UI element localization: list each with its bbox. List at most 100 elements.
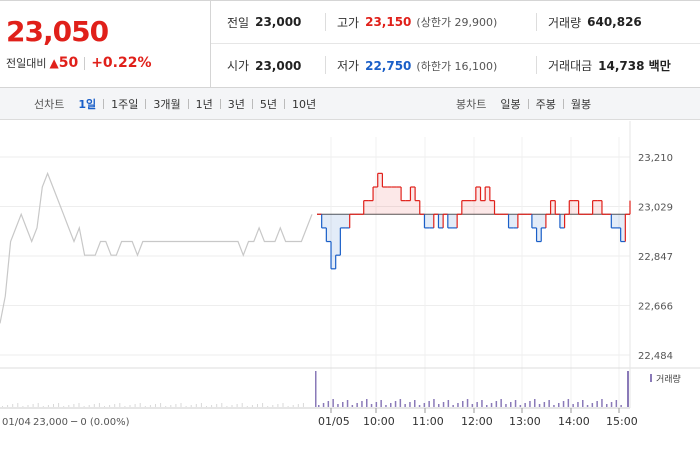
candle-monthly[interactable]: 월봉: [570, 98, 592, 111]
volume-bar: [462, 401, 464, 407]
volume-bar: [190, 405, 192, 407]
volume-panel: 거래량: [2, 371, 681, 407]
divider: [284, 99, 286, 109]
candle-daily[interactable]: 일봉: [500, 98, 521, 111]
divider: [187, 99, 189, 109]
area-segment: [471, 200, 476, 215]
period-1d[interactable]: 1일: [78, 98, 97, 111]
trade-amount-label: 거래대금: [548, 59, 593, 73]
volume-bar: [73, 404, 75, 407]
volume-bar: [315, 371, 317, 407]
prev-close-label: 전일: [227, 15, 250, 30]
volume-bar: [98, 403, 100, 407]
volume-bar: [68, 405, 70, 407]
area-segment: [620, 214, 626, 242]
volume-bar: [375, 402, 378, 407]
period-10y[interactable]: 10년: [292, 98, 317, 111]
area-segment: [559, 214, 565, 228]
volume-bar: [433, 399, 435, 407]
divider: [536, 13, 537, 31]
volume-bar: [267, 406, 269, 407]
volume-bar: [241, 403, 243, 407]
area-segment: [373, 187, 378, 215]
volume-bar: [342, 402, 344, 407]
chart-svg[interactable]: 23,210 23,029 22,847 22,666 22,484 거래량 01/04…: [0, 121, 700, 450]
volume-bar: [297, 404, 299, 407]
prev-close-value: 23,000: [255, 15, 302, 29]
volume-bar: [231, 405, 233, 407]
volume-bar: [548, 400, 550, 407]
y-tick-label: 23,210: [638, 153, 673, 164]
volume-bar: [414, 400, 416, 407]
area-segment: [438, 214, 444, 228]
candle-weekly[interactable]: 주봉: [535, 98, 556, 111]
y-tick-label: 23,029: [638, 203, 673, 214]
open-label: 시가: [227, 59, 250, 73]
volume-bar: [428, 401, 430, 407]
area-segment: [536, 214, 542, 242]
period-5y[interactable]: 5년: [259, 98, 278, 111]
change-label: 전일대비: [6, 57, 47, 70]
change-percent: +0.22%: [91, 55, 152, 71]
volume-bar: [129, 405, 131, 407]
period-3m[interactable]: 3개월: [153, 98, 181, 111]
volume-bar: [2, 406, 3, 407]
volume-legend-swatch: [650, 374, 652, 382]
x-tick-label: 10:00: [363, 415, 395, 428]
volume-bar: [221, 403, 223, 407]
divider: [325, 13, 326, 31]
volume-bar: [577, 402, 579, 407]
volume-bar: [134, 404, 136, 407]
volume-bar: [534, 399, 536, 407]
volume-bar: [562, 401, 565, 407]
volume-bar: [356, 403, 358, 407]
volume-bar: [500, 399, 502, 407]
area-segment: [415, 200, 420, 215]
period-1y[interactable]: 1년: [195, 98, 213, 111]
y-axis: 23,210 23,029 22,847 22,666 22,484: [638, 153, 673, 362]
volume-bar: [17, 403, 19, 407]
volume-bar: [246, 406, 248, 407]
divider: [562, 99, 564, 109]
volume-bar: [302, 403, 304, 407]
volume-bar: [466, 399, 469, 407]
area-segment: [592, 200, 598, 215]
prev-close-cell: 전일 23,000: [227, 1, 301, 44]
area-segment: [396, 187, 402, 215]
volume-bar: [538, 404, 541, 407]
divider: [84, 56, 86, 70]
volume-bar: [332, 399, 334, 407]
y-tick-label: 22,484: [638, 351, 673, 362]
volume-bar: [596, 401, 598, 407]
quote-info-grid: 전일 23,000 고가 23,150 (상한가 29,900) 거래량 640…: [210, 1, 700, 87]
area-segment: [615, 214, 621, 228]
current-price-box: 23,050 전일대비 ▲ 50 +0.22%: [0, 1, 210, 87]
volume-bar: [185, 406, 187, 407]
volume-bar: [200, 403, 202, 407]
volume-bar: [22, 406, 24, 407]
volume-bar: [606, 404, 608, 407]
volume-bar: [620, 405, 622, 407]
volume-bar: [366, 399, 368, 407]
intraday-chart[interactable]: 23,210 23,029 22,847 22,666 22,484 거래량 01/04…: [0, 121, 700, 450]
volume-bar: [481, 400, 483, 407]
volume-bar: [318, 405, 320, 407]
open-cell: 시가 23,000: [227, 44, 301, 87]
volume-bar: [591, 403, 594, 407]
volume-bar: [601, 399, 603, 407]
volume-bar: [139, 403, 141, 407]
period-3y[interactable]: 3년: [227, 98, 245, 111]
volume-bar: [160, 403, 162, 407]
volume-bar: [514, 400, 517, 407]
area-segment: [321, 214, 327, 228]
divider: [536, 56, 537, 74]
area-segment: [377, 173, 383, 215]
area-segment: [335, 214, 341, 256]
open-value: 23,000: [255, 58, 302, 73]
volume-bar: [471, 404, 474, 407]
volume-bar: [572, 404, 574, 407]
volume-bar: [322, 403, 325, 407]
volume-bar: [380, 400, 382, 407]
period-1w[interactable]: 1주일: [111, 98, 139, 111]
volume-bar: [582, 400, 584, 407]
